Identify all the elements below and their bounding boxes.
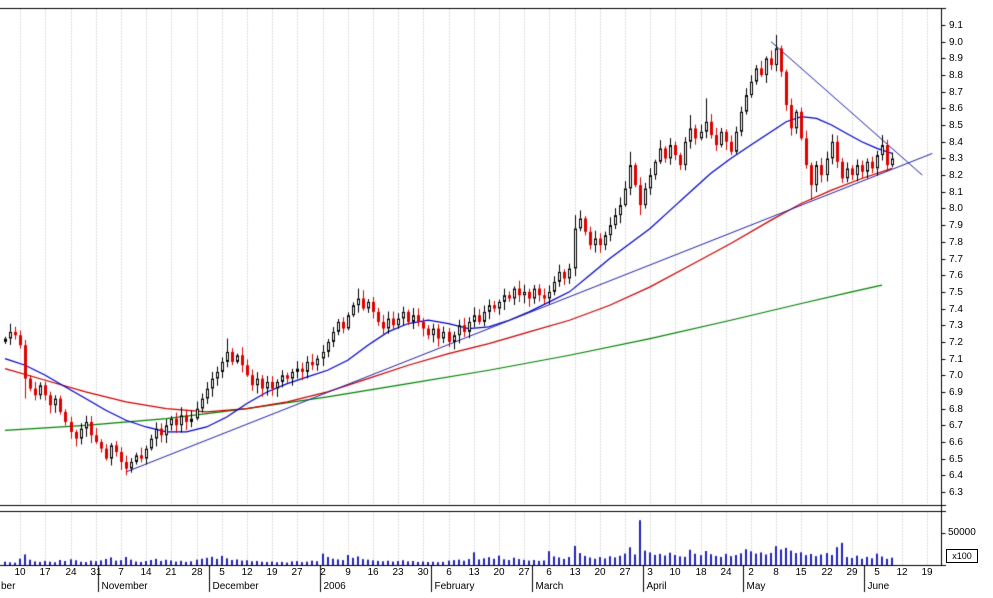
date-tick-label: 27 xyxy=(518,567,530,578)
date-tick-label: 27 xyxy=(619,567,631,578)
month-label: November xyxy=(101,581,148,592)
date-tick-label: 29 xyxy=(846,567,858,578)
date-tick-label: 19 xyxy=(921,567,933,578)
date-tick-label: 12 xyxy=(896,567,908,578)
price-axis-tick-label: 9.0 xyxy=(949,36,963,48)
price-axis-tick-label: 9.1 xyxy=(949,19,963,31)
date-tick-label: 3 xyxy=(647,567,653,578)
date-tick-label: 30 xyxy=(417,567,429,578)
month-label: March xyxy=(535,581,564,592)
month-label: April xyxy=(646,581,667,592)
date-tick-label: 5 xyxy=(219,567,225,578)
price-axis-tick-label: 8.0 xyxy=(949,202,963,214)
date-tick-label: 24 xyxy=(720,567,732,578)
month-label: May xyxy=(746,581,766,592)
price-axis-tick-label: 7.1 xyxy=(949,353,963,365)
price-axis-tick-label: 7.2 xyxy=(949,336,963,348)
volume-axis-tick-label: 50000 xyxy=(948,527,976,538)
date-tick-label: 21 xyxy=(165,567,177,578)
price-axis-tick-label: 6.4 xyxy=(949,469,963,481)
date-tick-label: 18 xyxy=(695,567,707,578)
date-tick-label: 28 xyxy=(191,567,203,578)
price-axis-tick-label: 7.9 xyxy=(949,219,963,231)
price-axis-tick-label: 7.8 xyxy=(949,236,963,248)
date-tick-label: 13 xyxy=(468,567,480,578)
price-axis-tick-label: 8.6 xyxy=(949,102,963,114)
date-tick-label: 27 xyxy=(291,567,303,578)
date-tick-label: 13 xyxy=(569,567,581,578)
date-tick-label: 6 xyxy=(446,567,452,578)
price-axis-tick-label: 7.6 xyxy=(949,269,963,281)
date-tick-label: 7 xyxy=(118,567,124,578)
price-axis-tick-label: 6.6 xyxy=(949,436,963,448)
date-tick-label: 22 xyxy=(821,567,833,578)
date-tick-label: 20 xyxy=(493,567,505,578)
date-tick-label: 23 xyxy=(392,567,404,578)
price-axis-tick-label: 8.8 xyxy=(949,69,963,81)
date-tick-label: 17 xyxy=(39,567,51,578)
date-tick-label: 12 xyxy=(241,567,253,578)
date-tick-label: 10 xyxy=(669,567,681,578)
month-label: ber xyxy=(1,581,16,592)
volume-multiplier-label: x100 xyxy=(952,551,972,561)
date-tick-label: 2 xyxy=(320,567,326,578)
date-tick-label: 19 xyxy=(266,567,278,578)
date-tick-label: 15 xyxy=(795,567,807,578)
price-axis-tick-label: 7.3 xyxy=(949,319,963,331)
price-axis-tick-label: 7.5 xyxy=(949,286,963,298)
date-tick-label: 14 xyxy=(140,567,152,578)
price-axis-tick-label: 8.4 xyxy=(949,136,963,148)
price-axis-tick-label: 6.5 xyxy=(949,453,963,465)
date-tick-label: 8 xyxy=(773,567,779,578)
price-axis-tick-label: 8.1 xyxy=(949,186,963,198)
date-tick-label: 31 xyxy=(90,567,102,578)
month-label: 2006 xyxy=(323,581,346,592)
price-axis-tick-label: 6.9 xyxy=(949,386,963,398)
month-label: June xyxy=(867,581,890,592)
date-tick-label: 20 xyxy=(594,567,606,578)
price-axis-tick-label: 8.5 xyxy=(949,119,963,131)
price-axis-tick-label: 6.3 xyxy=(949,486,963,498)
price-axis-tick-label: 8.9 xyxy=(949,52,963,64)
month-label: February xyxy=(434,581,475,592)
price-axis-tick-label: 6.7 xyxy=(949,419,963,431)
date-tick-label: 9 xyxy=(345,567,351,578)
volume-multiplier-badge: x100 xyxy=(946,549,978,563)
price-axis-tick-label: 7.4 xyxy=(949,303,963,315)
price-axis-tick-label: 8.3 xyxy=(949,152,963,164)
price-axis-tick-label: 8.2 xyxy=(949,169,963,181)
date-tick-label: 10 xyxy=(14,567,26,578)
date-tick-label: 24 xyxy=(65,567,77,578)
date-tick-label: 5 xyxy=(874,567,880,578)
price-axis-tick-label: 8.7 xyxy=(949,86,963,98)
price-axis-tick-label: 7.7 xyxy=(949,253,963,265)
date-tick-label: 6 xyxy=(546,567,552,578)
date-tick-label: 2 xyxy=(748,567,754,578)
date-tick-label: 16 xyxy=(367,567,379,578)
price-axis-tick-label: 7.0 xyxy=(949,369,963,381)
price-axis-tick-label: 6.8 xyxy=(949,403,963,415)
month-label: December xyxy=(212,581,259,592)
